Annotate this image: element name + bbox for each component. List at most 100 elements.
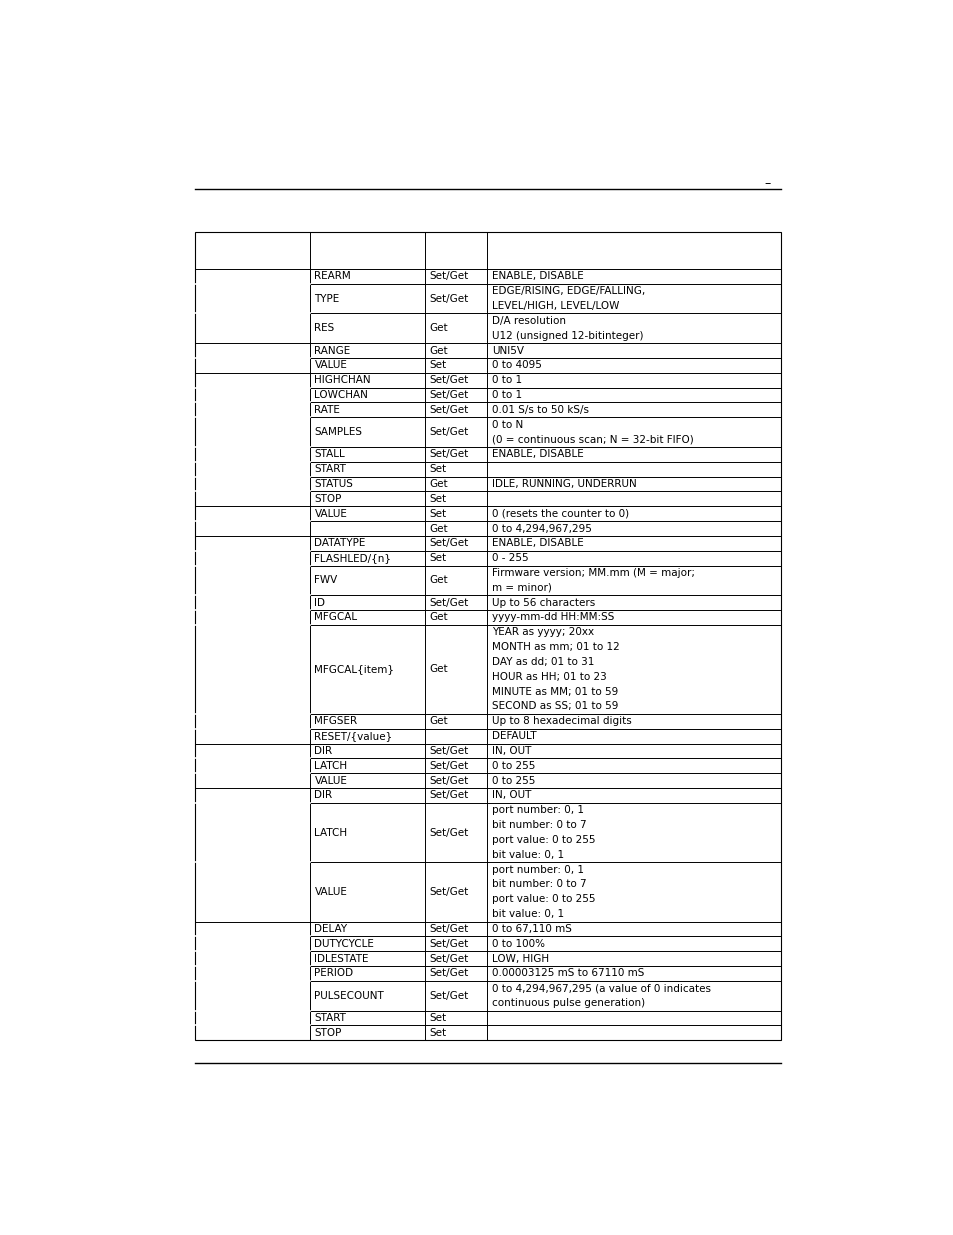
- Text: D/A resolution: D/A resolution: [492, 316, 565, 326]
- Text: UNI5V: UNI5V: [492, 346, 523, 356]
- Text: 0 (resets the counter to 0): 0 (resets the counter to 0): [492, 509, 628, 519]
- Text: Set/Get: Set/Get: [429, 776, 468, 785]
- Text: DIR: DIR: [314, 746, 333, 756]
- Text: DEFAULT: DEFAULT: [492, 731, 536, 741]
- Text: 0 to N: 0 to N: [492, 420, 522, 430]
- Text: Set/Get: Set/Get: [429, 924, 468, 934]
- Text: VALUE: VALUE: [314, 361, 347, 370]
- Text: yyyy-mm-dd HH:MM:SS: yyyy-mm-dd HH:MM:SS: [492, 613, 614, 622]
- Text: START: START: [314, 464, 346, 474]
- Text: port value: 0 to 255: port value: 0 to 255: [492, 835, 595, 845]
- Text: STALL: STALL: [314, 450, 345, 459]
- Text: Set/Get: Set/Get: [429, 990, 468, 1000]
- Text: VALUE: VALUE: [314, 509, 347, 519]
- Text: HOUR as HH; 01 to 23: HOUR as HH; 01 to 23: [492, 672, 606, 682]
- Text: RES: RES: [314, 324, 335, 333]
- Text: Set/Get: Set/Get: [429, 598, 468, 608]
- Text: MONTH as mm; 01 to 12: MONTH as mm; 01 to 12: [492, 642, 619, 652]
- Text: VALUE: VALUE: [314, 776, 347, 785]
- Text: continuous pulse generation): continuous pulse generation): [492, 998, 644, 1008]
- Text: DIR: DIR: [314, 790, 333, 800]
- Text: MFGSER: MFGSER: [314, 716, 357, 726]
- Text: 0 to 67,110 mS: 0 to 67,110 mS: [492, 924, 571, 934]
- Text: Set: Set: [429, 1013, 446, 1023]
- Text: ENABLE, DISABLE: ENABLE, DISABLE: [492, 450, 583, 459]
- Text: LOW, HIGH: LOW, HIGH: [492, 953, 548, 963]
- Text: Set/Get: Set/Get: [429, 427, 468, 437]
- Text: port number: 0, 1: port number: 0, 1: [492, 864, 583, 874]
- Text: 0 to 100%: 0 to 100%: [492, 939, 544, 948]
- Text: Set: Set: [429, 361, 446, 370]
- Text: ID: ID: [314, 598, 325, 608]
- Text: 0 to 4,294,967,295 (a value of 0 indicates: 0 to 4,294,967,295 (a value of 0 indicat…: [492, 983, 710, 993]
- Text: 0 to 4,294,967,295: 0 to 4,294,967,295: [492, 524, 591, 534]
- Text: IN, OUT: IN, OUT: [492, 746, 531, 756]
- Text: MINUTE as MM; 01 to 59: MINUTE as MM; 01 to 59: [492, 687, 618, 697]
- Text: m = minor): m = minor): [492, 583, 551, 593]
- Text: EDGE/RISING, EDGE/FALLING,: EDGE/RISING, EDGE/FALLING,: [492, 287, 644, 296]
- Text: IN, OUT: IN, OUT: [492, 790, 531, 800]
- Text: RANGE: RANGE: [314, 346, 351, 356]
- Text: PERIOD: PERIOD: [314, 968, 354, 978]
- Text: Get: Get: [429, 576, 447, 585]
- Text: YEAR as yyyy; 20xx: YEAR as yyyy; 20xx: [492, 627, 594, 637]
- Text: START: START: [314, 1013, 346, 1023]
- Text: DAY as dd; 01 to 31: DAY as dd; 01 to 31: [492, 657, 594, 667]
- Text: Set/Get: Set/Get: [429, 761, 468, 771]
- Text: 0.01 S/s to 50 kS/s: 0.01 S/s to 50 kS/s: [492, 405, 588, 415]
- Text: Set: Set: [429, 509, 446, 519]
- Text: Set/Get: Set/Get: [429, 294, 468, 304]
- Text: STATUS: STATUS: [314, 479, 353, 489]
- Text: Get: Get: [429, 479, 447, 489]
- Text: Get: Get: [429, 613, 447, 622]
- Text: Get: Get: [429, 524, 447, 534]
- Text: Get: Get: [429, 716, 447, 726]
- Bar: [195, 232, 781, 1040]
- Text: bit number: 0 to 7: bit number: 0 to 7: [492, 879, 586, 889]
- Text: MFGCAL: MFGCAL: [314, 613, 357, 622]
- Text: –: –: [763, 177, 770, 190]
- Text: Set/Get: Set/Get: [429, 746, 468, 756]
- Text: RATE: RATE: [314, 405, 340, 415]
- Text: FWV: FWV: [314, 576, 337, 585]
- Text: REARM: REARM: [314, 272, 351, 282]
- Text: LEVEL/HIGH, LEVEL/LOW: LEVEL/HIGH, LEVEL/LOW: [492, 301, 618, 311]
- Text: Set/Get: Set/Get: [429, 405, 468, 415]
- Text: Get: Get: [429, 324, 447, 333]
- Text: Set/Get: Set/Get: [429, 790, 468, 800]
- Text: port number: 0, 1: port number: 0, 1: [492, 805, 583, 815]
- Text: 0 to 1: 0 to 1: [492, 390, 521, 400]
- Text: STOP: STOP: [314, 1028, 341, 1037]
- Text: DATATYPE: DATATYPE: [314, 538, 365, 548]
- Text: Set/Get: Set/Get: [429, 887, 468, 897]
- Text: U12 (unsigned 12-bitinteger): U12 (unsigned 12-bitinteger): [492, 331, 642, 341]
- Text: Set/Get: Set/Get: [429, 450, 468, 459]
- Text: LATCH: LATCH: [314, 761, 347, 771]
- Text: Set/Get: Set/Get: [429, 390, 468, 400]
- Text: IDLESTATE: IDLESTATE: [314, 953, 369, 963]
- Text: bit number: 0 to 7: bit number: 0 to 7: [492, 820, 586, 830]
- Text: DUTYCYCLE: DUTYCYCLE: [314, 939, 374, 948]
- Text: STOP: STOP: [314, 494, 341, 504]
- Text: LOWCHAN: LOWCHAN: [314, 390, 368, 400]
- Text: PULSECOUNT: PULSECOUNT: [314, 990, 384, 1000]
- Text: Set/Get: Set/Get: [429, 939, 468, 948]
- Text: 0 - 255: 0 - 255: [492, 553, 528, 563]
- Text: VALUE: VALUE: [314, 887, 347, 897]
- Text: (0 = continuous scan; N = 32-bit FIFO): (0 = continuous scan; N = 32-bit FIFO): [492, 435, 693, 445]
- Text: FLASHLED/{n}: FLASHLED/{n}: [314, 553, 391, 563]
- Text: Set/Get: Set/Get: [429, 827, 468, 837]
- Text: Set/Get: Set/Get: [429, 953, 468, 963]
- Text: IDLE, RUNNING, UNDERRUN: IDLE, RUNNING, UNDERRUN: [492, 479, 636, 489]
- Text: Set: Set: [429, 494, 446, 504]
- Text: ENABLE, DISABLE: ENABLE, DISABLE: [492, 538, 583, 548]
- Text: port value: 0 to 255: port value: 0 to 255: [492, 894, 595, 904]
- Text: Get: Get: [429, 664, 447, 674]
- Text: Get: Get: [429, 346, 447, 356]
- Text: SECOND as SS; 01 to 59: SECOND as SS; 01 to 59: [492, 701, 618, 711]
- Text: Set/Get: Set/Get: [429, 538, 468, 548]
- Text: LATCH: LATCH: [314, 827, 347, 837]
- Text: Set/Get: Set/Get: [429, 375, 468, 385]
- Text: HIGHCHAN: HIGHCHAN: [314, 375, 371, 385]
- Text: Up to 56 characters: Up to 56 characters: [492, 598, 595, 608]
